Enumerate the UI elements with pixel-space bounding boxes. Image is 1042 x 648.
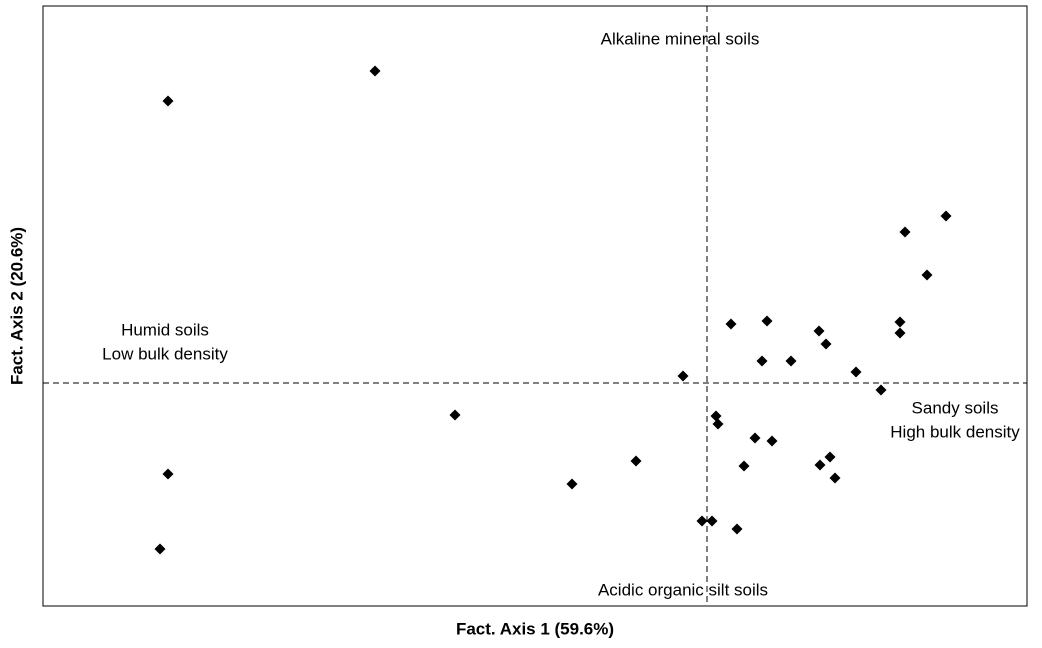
point: [894, 327, 906, 339]
point: [696, 515, 708, 527]
point: [369, 65, 381, 77]
point: [566, 478, 578, 490]
point: [738, 460, 750, 472]
point: [630, 455, 642, 467]
point: [850, 366, 862, 378]
point: [824, 451, 836, 463]
point: [756, 355, 768, 367]
point: [162, 95, 174, 107]
point: [677, 370, 689, 382]
point: [725, 318, 737, 330]
point: [710, 410, 722, 422]
annotation: Low bulk density: [102, 344, 228, 363]
point: [814, 459, 826, 471]
point: [894, 316, 906, 328]
plot-frame: [42, 5, 1028, 607]
annotation: Acidic organic silt soils: [598, 580, 768, 599]
x-axis-title: Fact. Axis 1 (59.6%): [456, 619, 614, 638]
annotation: Humid soils: [121, 320, 209, 339]
point: [921, 269, 933, 281]
point: [766, 435, 778, 447]
point: [875, 384, 887, 396]
point: [820, 338, 832, 350]
point: [749, 432, 761, 444]
y-axis-title: Fact. Axis 2 (20.6%): [7, 227, 26, 385]
point: [154, 543, 166, 555]
point: [785, 355, 797, 367]
annotation: Sandy soils: [912, 398, 999, 417]
point: [813, 325, 825, 337]
point: [940, 210, 952, 222]
annotation: Alkaline mineral soils: [601, 29, 760, 48]
point: [829, 472, 841, 484]
point: [449, 409, 461, 421]
point: [899, 226, 911, 238]
point: [731, 523, 743, 535]
point: [162, 468, 174, 480]
point: [761, 315, 773, 327]
annotation: High bulk density: [890, 422, 1020, 441]
point: [712, 418, 724, 430]
point: [706, 515, 718, 527]
